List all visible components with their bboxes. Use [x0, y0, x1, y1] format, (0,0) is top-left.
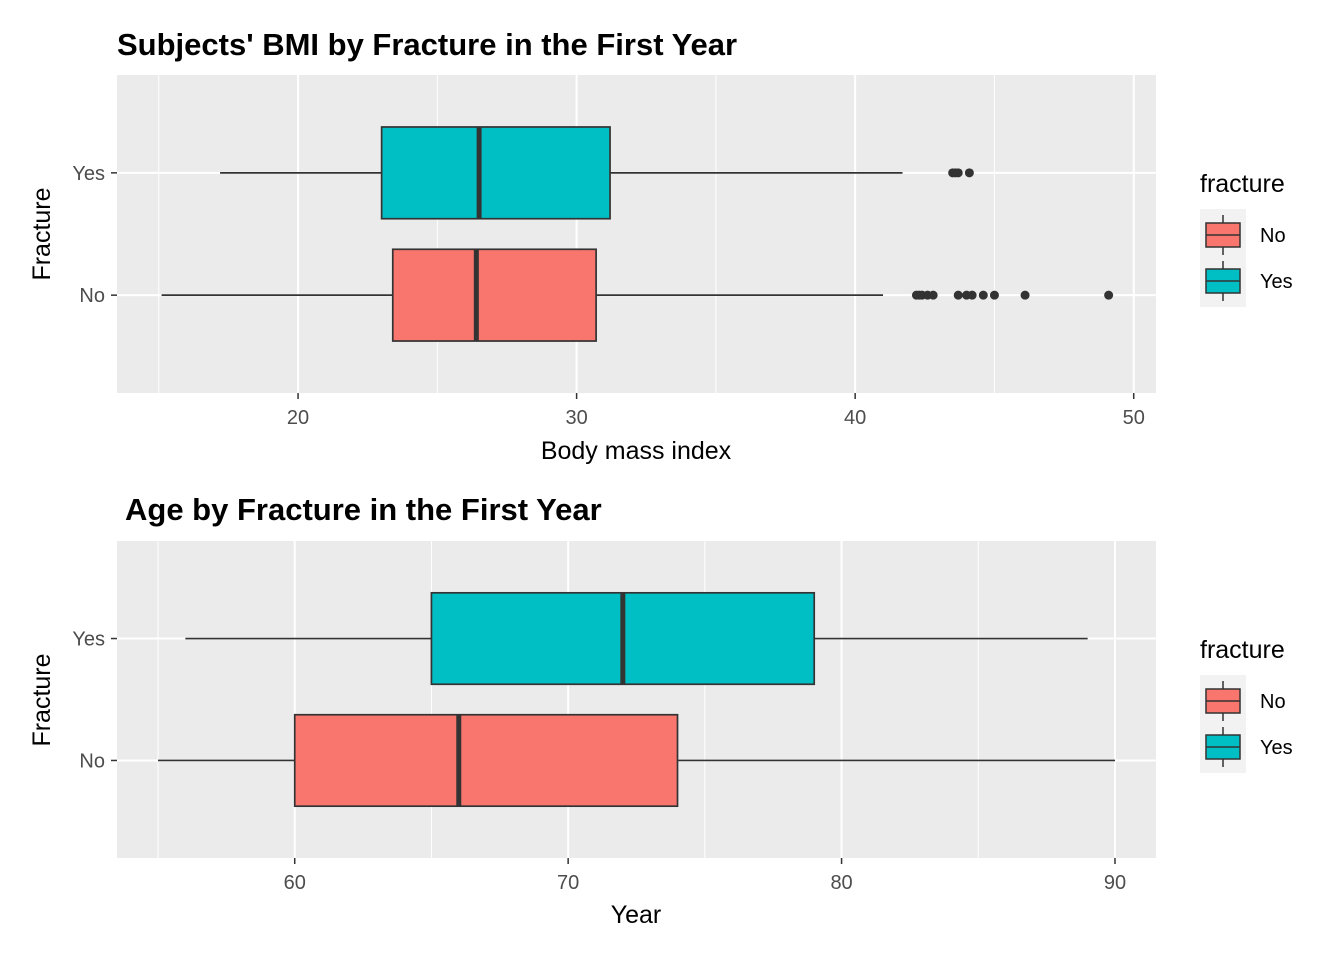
- bmi-yes-box: [380, 126, 611, 220]
- age-plot-panel: [117, 541, 1156, 858]
- bmi-chart: Subjects' BMI by Fracture in the First Y…: [28, 27, 1293, 465]
- age-legend-item-yes: Yes: [1200, 724, 1293, 770]
- age-x-axis: 60 70 80 90: [284, 858, 1126, 894]
- age-y-tick-label-no: No: [79, 750, 105, 772]
- age-no-box: [293, 713, 679, 808]
- bmi-y-axis: No Yes: [72, 163, 117, 307]
- bmi-legend-item-no: No: [1200, 212, 1286, 258]
- bmi-no-outlier: [953, 290, 963, 300]
- bmi-boxes: [161, 126, 1114, 342]
- bmi-yes-outlier: [964, 168, 974, 178]
- bmi-no-outlier: [928, 290, 938, 300]
- age-chart: Age by Fracture in the First Year 60 70 80…: [28, 492, 1293, 929]
- bmi-no-outlier: [1104, 290, 1114, 300]
- bmi-legend-item-yes: Yes: [1200, 258, 1293, 304]
- age-legend-label-yes: Yes: [1260, 737, 1293, 759]
- bmi-no-outlier: [978, 290, 988, 300]
- age-legend-label-no: No: [1260, 691, 1286, 713]
- bmi-no-outlier: [967, 290, 977, 300]
- age-x-tick-label: 80: [830, 872, 852, 894]
- bmi-legend-label-yes: Yes: [1260, 271, 1293, 293]
- bmi-y-tick-label-yes: Yes: [72, 163, 105, 185]
- bmi-legend-title: fracture: [1200, 170, 1285, 198]
- age-legend-title: fracture: [1200, 636, 1285, 664]
- age-x-axis-title: Year: [611, 901, 662, 929]
- age-boxes: [158, 591, 1115, 808]
- bmi-chart-title: Subjects' BMI by Fracture in the First Y…: [117, 27, 737, 62]
- bmi-no-outlier: [1020, 290, 1030, 300]
- bmi-y-axis-title: Fracture: [28, 187, 56, 280]
- bmi-x-tick-label: 30: [565, 407, 587, 429]
- bmi-x-tick-label: 50: [1123, 407, 1145, 429]
- bmi-yes-outlier: [953, 168, 963, 178]
- age-x-tick-label: 60: [284, 872, 306, 894]
- age-x-tick-label: 90: [1104, 872, 1126, 894]
- bmi-plot-panel: [117, 75, 1156, 393]
- bmi-no-outlier: [989, 290, 999, 300]
- bmi-x-axis-title: Body mass index: [541, 437, 732, 465]
- age-chart-title: Age by Fracture in the First Year: [125, 492, 602, 527]
- bmi-y-tick-label-no: No: [79, 285, 105, 307]
- bmi-legend: fracture No Yes: [1200, 170, 1293, 307]
- age-y-axis: No Yes: [72, 629, 117, 772]
- bmi-legend-label-no: No: [1260, 225, 1286, 247]
- age-legend: fracture No Yes: [1200, 636, 1293, 773]
- bmi-x-axis: 20 30 40 50: [287, 393, 1145, 429]
- age-x-tick-label: 70: [557, 872, 579, 894]
- bmi-x-tick-label: 20: [287, 407, 309, 429]
- age-y-axis-title: Fracture: [28, 653, 56, 746]
- age-y-tick-label-yes: Yes: [72, 629, 105, 651]
- bmi-x-tick-label: 40: [844, 407, 866, 429]
- age-legend-item-no: No: [1200, 678, 1286, 724]
- bmi-no-box: [391, 248, 597, 342]
